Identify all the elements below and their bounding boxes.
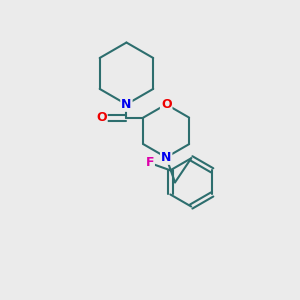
Text: O: O [96, 111, 107, 124]
Text: F: F [146, 157, 154, 169]
Text: N: N [161, 151, 171, 164]
Text: O: O [161, 98, 172, 111]
Text: N: N [121, 98, 132, 111]
